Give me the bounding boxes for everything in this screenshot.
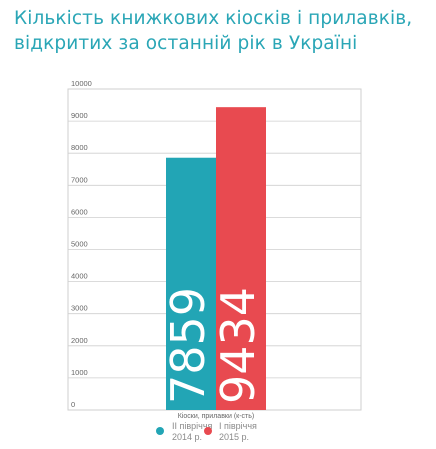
y-tick-label: 5000 — [71, 240, 88, 249]
bar-value-label-1: 7859 — [161, 287, 215, 404]
chart-title: Кількість книжкових кіосків і прилавків,… — [14, 6, 434, 56]
legend-label-1-line-1: II півріччя — [172, 421, 213, 431]
y-tick-label: 9000 — [71, 111, 88, 120]
x-axis-label: Кіоски, прилавки (к-сть) — [178, 412, 255, 420]
bar-value-label-2: 9434 — [211, 287, 265, 404]
y-tick-label: 8000 — [71, 143, 88, 152]
legend-label-2-line-2: 2015 р. — [219, 432, 249, 442]
y-tick-label: 10000 — [71, 79, 92, 88]
bar-2 — [216, 107, 266, 410]
legend-marker-1 — [156, 427, 164, 435]
y-tick-label: 0 — [71, 400, 75, 409]
legend-marker-2 — [204, 427, 212, 435]
y-tick-label: 7000 — [71, 175, 88, 184]
chart-title-line-2: відкритих за останній рік в Україні — [14, 33, 358, 54]
y-tick-label: 6000 — [71, 207, 88, 216]
legend-label-2-line-1: I півріччя — [219, 421, 257, 431]
y-tick-label: 3000 — [71, 304, 88, 313]
y-tick-label: 4000 — [71, 272, 88, 281]
y-tick-label: 2000 — [71, 336, 88, 345]
chart-title-line-1: Кількість книжкових кіосків і прилавків, — [14, 8, 413, 29]
bar-1 — [166, 157, 216, 410]
legend-label-1-line-2: 2014 р. — [172, 432, 202, 442]
y-tick-label: 1000 — [71, 368, 88, 377]
